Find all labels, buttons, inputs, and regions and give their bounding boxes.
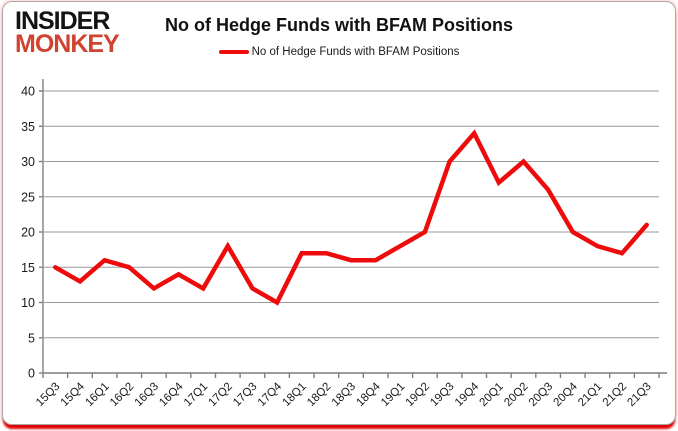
- line-chart: 0 5 10 15 20 25 30 35 40 15Q315Q416Q116Q216Q316Q4…: [21, 79, 667, 409]
- svg-text:25: 25: [21, 190, 35, 204]
- y-axis-labels: 0 5 10 15 20 25 30 35 40: [21, 85, 35, 381]
- svg-text:16Q3: 16Q3: [133, 381, 161, 409]
- svg-text:21Q3: 21Q3: [625, 381, 653, 409]
- svg-text:15Q4: 15Q4: [59, 380, 88, 409]
- x-axis-ticks: [42, 373, 660, 378]
- svg-text:19Q3: 19Q3: [428, 381, 456, 409]
- svg-text:16Q4: 16Q4: [157, 380, 186, 409]
- svg-text:19Q1: 19Q1: [379, 381, 407, 409]
- svg-text:15: 15: [21, 261, 35, 275]
- logo-text-monkey: MONKEY: [15, 30, 120, 58]
- svg-text:10: 10: [21, 296, 35, 310]
- svg-text:19Q4: 19Q4: [453, 380, 482, 409]
- svg-text:20: 20: [21, 226, 35, 240]
- series-line-hedge-funds: [53, 129, 649, 306]
- svg-text:20Q2: 20Q2: [502, 381, 530, 409]
- svg-text:20Q1: 20Q1: [478, 381, 506, 409]
- svg-text:0: 0: [28, 367, 35, 381]
- svg-text:21Q1: 21Q1: [576, 381, 604, 409]
- y-gridlines: [39, 90, 659, 374]
- insider-monkey-logo: INSIDER MONKEY: [15, 7, 120, 58]
- svg-text:35: 35: [21, 120, 35, 134]
- svg-text:20Q3: 20Q3: [527, 381, 555, 409]
- svg-text:16Q1: 16Q1: [83, 381, 111, 409]
- chart-header: No of Hedge Funds with BFAM Positions No…: [3, 2, 675, 58]
- svg-text:15Q3: 15Q3: [34, 381, 62, 409]
- svg-text:5: 5: [28, 331, 35, 345]
- svg-text:40: 40: [21, 85, 35, 99]
- chart-card: INSIDER MONKEY No of Hedge Funds with BF…: [2, 1, 676, 425]
- svg-text:18Q4: 18Q4: [354, 380, 383, 409]
- x-axis-labels: 15Q315Q416Q116Q216Q316Q417Q117Q217Q317Q4…: [34, 380, 654, 409]
- legend-label: No of Hedge Funds with BFAM Positions: [251, 46, 460, 58]
- legend-line-swatch: [218, 50, 249, 54]
- chart-legend: No of Hedge Funds with BFAM Positions: [3, 46, 675, 58]
- svg-text:17Q4: 17Q4: [256, 380, 285, 409]
- svg-text:17Q2: 17Q2: [207, 381, 235, 409]
- svg-text:18Q2: 18Q2: [305, 381, 333, 409]
- svg-text:18Q1: 18Q1: [280, 381, 308, 409]
- svg-text:19Q2: 19Q2: [404, 381, 432, 409]
- svg-text:16Q2: 16Q2: [108, 381, 136, 409]
- svg-text:17Q1: 17Q1: [182, 381, 210, 409]
- svg-text:30: 30: [21, 155, 35, 169]
- svg-text:20Q4: 20Q4: [551, 380, 580, 409]
- svg-text:17Q3: 17Q3: [231, 381, 259, 409]
- chart-title: No of Hedge Funds with BFAM Positions: [165, 15, 513, 35]
- logo-text-insider: INSIDER: [15, 7, 110, 35]
- svg-text:21Q2: 21Q2: [601, 381, 629, 409]
- svg-text:18Q3: 18Q3: [330, 381, 358, 409]
